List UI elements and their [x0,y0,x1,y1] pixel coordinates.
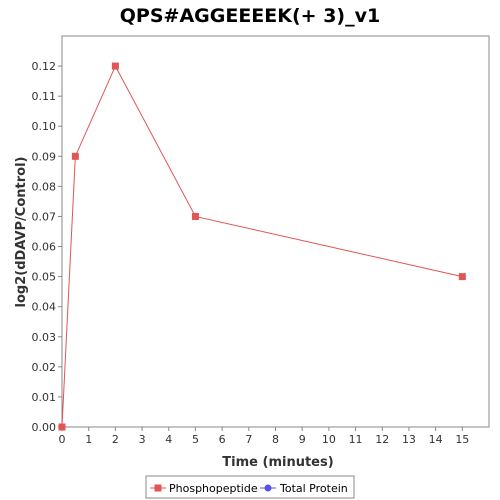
x-tick-label: 8 [272,433,279,446]
x-axis: 0 1 2 3 4 5 6 7 8 9 10 11 12 13 14 15 [59,427,469,446]
y-tick-label: 0.05 [32,271,57,284]
x-tick-label: 1 [85,433,92,446]
x-tick-label: 14 [429,433,443,446]
data-point [58,423,66,431]
x-tick-label: 13 [402,433,416,446]
x-tick-label: 12 [375,433,389,446]
x-tick-label: 10 [322,433,336,446]
legend-marker-circle [264,484,272,492]
y-tick-label: 0.11 [32,90,57,103]
legend-label: Phosphopeptide [169,482,258,495]
y-tick-label: 0.02 [32,361,57,374]
x-tick-label: 6 [219,433,226,446]
y-axis: 0.00 0.01 0.02 0.03 0.04 0.05 0.06 0.07 0.08 0.09… [32,60,62,434]
data-point [458,273,466,281]
y-tick-label: 0.07 [32,210,57,223]
x-tick-label: 9 [299,433,306,446]
y-tick-label: 0.09 [32,150,57,163]
y-tick-label: 0.06 [32,241,57,254]
x-tick-label: 11 [349,433,363,446]
legend-label: Total Protein [279,482,348,495]
y-tick-label: 0.08 [32,180,57,193]
x-tick-label: 7 [245,433,252,446]
series-layer [58,62,466,431]
x-tick-label: 15 [455,433,469,446]
x-tick-label: 3 [139,433,146,446]
x-tick-label: 4 [165,433,172,446]
legend-marker-square [154,484,162,492]
x-axis-label: Time (minutes) [222,455,333,470]
y-tick-label: 0.00 [32,421,57,434]
x-tick-label: 0 [59,433,66,446]
y-tick-label: 0.03 [32,331,57,344]
x-tick-label: 2 [112,433,119,446]
y-tick-label: 0.01 [32,391,57,404]
y-tick-label: 0.10 [32,120,57,133]
x-tick-label: 5 [192,433,199,446]
y-tick-label: 0.04 [32,301,57,314]
y-tick-label: 0.12 [32,60,57,73]
chart-title: QPS#AGGEEEEK(+ 3)_v1 [120,5,380,27]
data-point [191,212,199,220]
legend-box [145,475,355,499]
plot-area [61,35,490,428]
data-point [111,62,119,70]
data-point [71,152,79,160]
y-axis-label: log2(dDAVP/Control) [14,157,29,308]
legend: Phosphopeptide Total Protein [150,482,348,495]
